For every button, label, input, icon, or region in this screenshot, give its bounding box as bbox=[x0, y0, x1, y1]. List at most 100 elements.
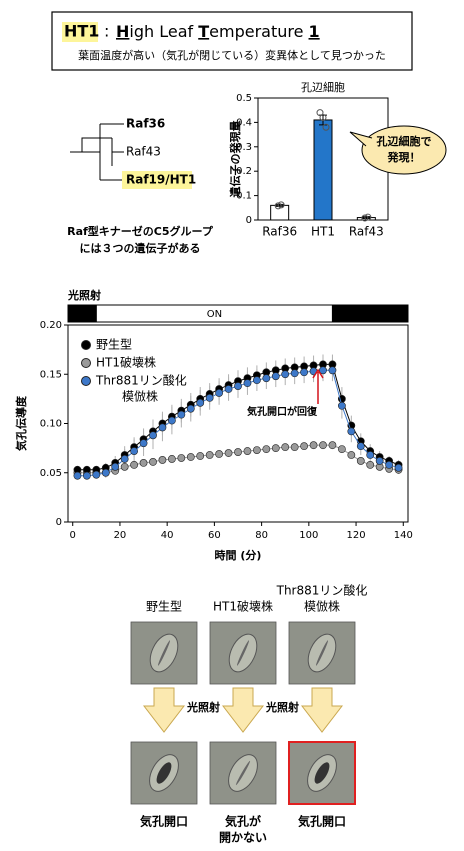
legend-label: 野生型 bbox=[96, 338, 132, 352]
data-point bbox=[361, 214, 369, 222]
data-point bbox=[322, 123, 330, 131]
error-bar bbox=[362, 216, 371, 220]
data-point bbox=[243, 447, 252, 455]
data-point bbox=[149, 458, 157, 466]
data-point bbox=[177, 410, 186, 419]
tree-caption: Raf型キナーゼのC5グループ bbox=[67, 224, 214, 238]
pore bbox=[235, 760, 251, 786]
data-point bbox=[347, 427, 356, 436]
x-tick-label: 120 bbox=[347, 530, 366, 541]
data-point bbox=[281, 370, 290, 379]
y-axis-label: 遺伝子の発現量 bbox=[228, 121, 242, 199]
pore bbox=[157, 640, 171, 666]
light-period-label: OFF bbox=[361, 309, 381, 320]
data-point bbox=[309, 441, 318, 450]
data-point bbox=[364, 213, 372, 221]
y-tick-label: 0 bbox=[56, 517, 62, 528]
data-point bbox=[73, 471, 82, 480]
error-bar bbox=[275, 203, 284, 207]
data-point bbox=[167, 455, 176, 463]
data-point bbox=[167, 416, 176, 425]
tree-leaf: Raf19/HT1 bbox=[126, 173, 196, 187]
data-point bbox=[262, 445, 271, 454]
data-point bbox=[196, 452, 205, 460]
data-point bbox=[234, 448, 242, 456]
header-box bbox=[51, 11, 413, 71]
data-point bbox=[252, 446, 261, 454]
data-point bbox=[274, 202, 282, 210]
x-tick-label: HT1 bbox=[311, 225, 335, 239]
legend-label: 模倣株 bbox=[122, 389, 158, 404]
light-period bbox=[331, 304, 409, 323]
badge-highlight bbox=[62, 22, 98, 42]
data-point bbox=[328, 441, 337, 450]
column-label: HT1破壊株 bbox=[213, 599, 273, 614]
title-part: T bbox=[198, 22, 209, 41]
data-point bbox=[300, 442, 309, 451]
data-point bbox=[234, 382, 242, 390]
data-point bbox=[205, 393, 214, 402]
legend-marker bbox=[81, 358, 91, 368]
callout-text: 孔辺細胞で bbox=[377, 134, 432, 148]
chart-title: 孔辺細胞 bbox=[301, 81, 345, 94]
highlight bbox=[122, 171, 192, 189]
data-point bbox=[186, 404, 195, 413]
data-point bbox=[130, 460, 139, 469]
down-arrow bbox=[142, 687, 186, 733]
tree-leaf: Raf36 bbox=[126, 117, 165, 131]
arrow-label: 光照射 bbox=[265, 700, 299, 714]
column-label: 模倣株 bbox=[304, 599, 340, 614]
x-tick-label: 60 bbox=[208, 530, 221, 541]
legend-marker bbox=[81, 340, 91, 350]
title-part: H bbox=[116, 22, 129, 41]
result-label: 気孔開口 bbox=[140, 814, 188, 829]
legend-label: Thr881リン酸化 bbox=[95, 373, 187, 388]
data-point bbox=[82, 471, 91, 480]
data-point bbox=[215, 389, 224, 397]
data-point bbox=[158, 423, 167, 432]
x-tick-label: Raf43 bbox=[349, 225, 384, 239]
data-point bbox=[328, 366, 337, 375]
annotation-arrow bbox=[312, 368, 324, 404]
badge: HT1 bbox=[64, 22, 99, 41]
data-point bbox=[224, 385, 233, 393]
y-axis-label: 気孔伝導度 bbox=[14, 395, 28, 451]
data-point bbox=[224, 449, 233, 457]
data-point bbox=[158, 456, 167, 464]
data-point bbox=[319, 366, 327, 375]
data-point bbox=[120, 455, 129, 463]
data-point bbox=[271, 444, 280, 453]
pore bbox=[156, 762, 172, 784]
header-subtitle: 葉面温度が高い（気孔が閉じている）変異体として見つかった bbox=[78, 48, 386, 62]
bar bbox=[313, 119, 333, 221]
data-point bbox=[290, 369, 299, 378]
down-arrow bbox=[221, 687, 265, 733]
callout-tail bbox=[349, 131, 373, 147]
y-tick-label: 0.5 bbox=[236, 93, 252, 104]
data-point bbox=[111, 462, 120, 471]
data-point bbox=[385, 460, 394, 469]
data-point bbox=[281, 443, 290, 452]
data-point bbox=[186, 453, 195, 461]
callout-text: 発現！ bbox=[387, 150, 421, 164]
tree-leaf: Raf43 bbox=[126, 145, 161, 159]
data-point bbox=[101, 468, 110, 477]
result-label: 気孔開口 bbox=[298, 814, 346, 829]
error-bar bbox=[319, 114, 327, 126]
data-point bbox=[271, 372, 280, 381]
down-arrow bbox=[300, 687, 344, 733]
y-tick-label: 0.05 bbox=[40, 468, 62, 479]
data-point bbox=[300, 368, 309, 377]
data-point bbox=[366, 460, 375, 469]
y-tick-label: 0.20 bbox=[40, 320, 62, 331]
y-tick-label: 0.15 bbox=[40, 369, 62, 380]
y-tick-label: 0.4 bbox=[236, 117, 252, 128]
data-point bbox=[375, 457, 384, 465]
data-point bbox=[139, 439, 148, 448]
x-tick-label: Raf36 bbox=[262, 225, 297, 239]
result-label: 開かない bbox=[219, 831, 267, 845]
data-point bbox=[262, 374, 271, 383]
title-part: 1 bbox=[309, 22, 320, 41]
